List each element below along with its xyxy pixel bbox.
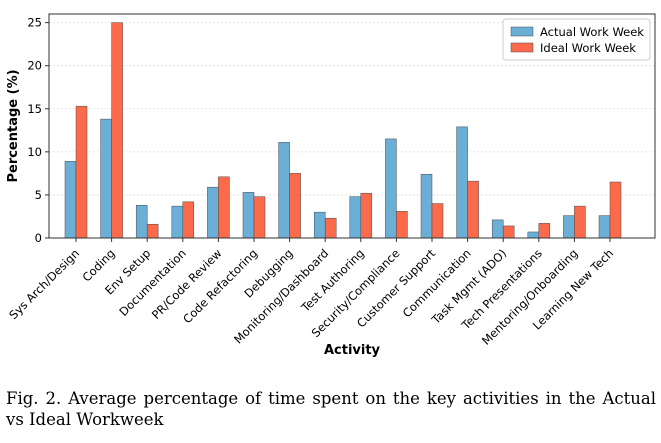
legend-label: Actual Work Week <box>540 25 644 39</box>
y-tick-label: 20 <box>27 59 42 73</box>
y-tick-label: 5 <box>35 188 42 202</box>
bars <box>64 22 622 239</box>
bar-actual <box>385 138 397 239</box>
bar-actual <box>100 118 112 239</box>
bar-ideal <box>146 223 159 239</box>
bar-actual <box>598 215 611 239</box>
bar-actual <box>207 186 219 239</box>
bar-actual <box>171 205 184 239</box>
bar-ideal <box>467 180 479 239</box>
bar-ideal <box>111 22 123 239</box>
legend: Actual Work Week Ideal Work Week <box>502 18 651 61</box>
bar-actual <box>563 215 575 239</box>
legend-label: Ideal Work Week <box>540 41 636 55</box>
x-tick-label: Sys Arch/Design <box>6 246 82 322</box>
legend-box <box>502 18 651 61</box>
bar-ideal <box>289 173 301 239</box>
bar-actual <box>135 205 148 239</box>
bar-ideal <box>218 176 230 239</box>
bar-actual <box>313 211 326 239</box>
x-tick-label: Test Authoring <box>298 246 367 315</box>
bar-actual <box>278 142 290 239</box>
bar-actual <box>491 219 504 239</box>
bar-ideal <box>360 192 373 239</box>
bar-ideal <box>253 196 266 239</box>
y-tick-label: 0 <box>35 231 42 245</box>
bar-ideal <box>609 181 622 239</box>
y-tick-label: 25 <box>27 16 42 30</box>
bar-ideal <box>502 225 515 239</box>
bar-ideal <box>431 203 444 239</box>
legend-swatch <box>510 42 534 53</box>
y-tick-label: 10 <box>27 145 42 159</box>
y-axis-ticks: 0 5 10 15 20 25 <box>27 16 49 245</box>
bar-actual <box>456 126 468 239</box>
figure-caption: Fig. 2. Average percentage of time spent… <box>6 389 656 429</box>
bar-actual <box>420 173 433 239</box>
bar-actual <box>64 161 77 239</box>
bar-ideal <box>324 217 337 239</box>
plot-frame <box>48 13 656 239</box>
bar-ideal <box>574 205 586 239</box>
x-axis-title: Activity <box>324 343 381 358</box>
bar-ideal <box>396 211 408 239</box>
bar-actual <box>527 231 540 239</box>
bar-ideal <box>538 223 551 239</box>
y-tick-label: 15 <box>27 102 42 116</box>
y-axis-title: Percentage (%) <box>6 69 21 182</box>
legend-swatch <box>510 26 534 37</box>
bar-ideal <box>182 201 195 239</box>
bar-ideal <box>75 105 88 239</box>
bar-actual <box>349 196 362 239</box>
bar-actual <box>242 192 255 239</box>
